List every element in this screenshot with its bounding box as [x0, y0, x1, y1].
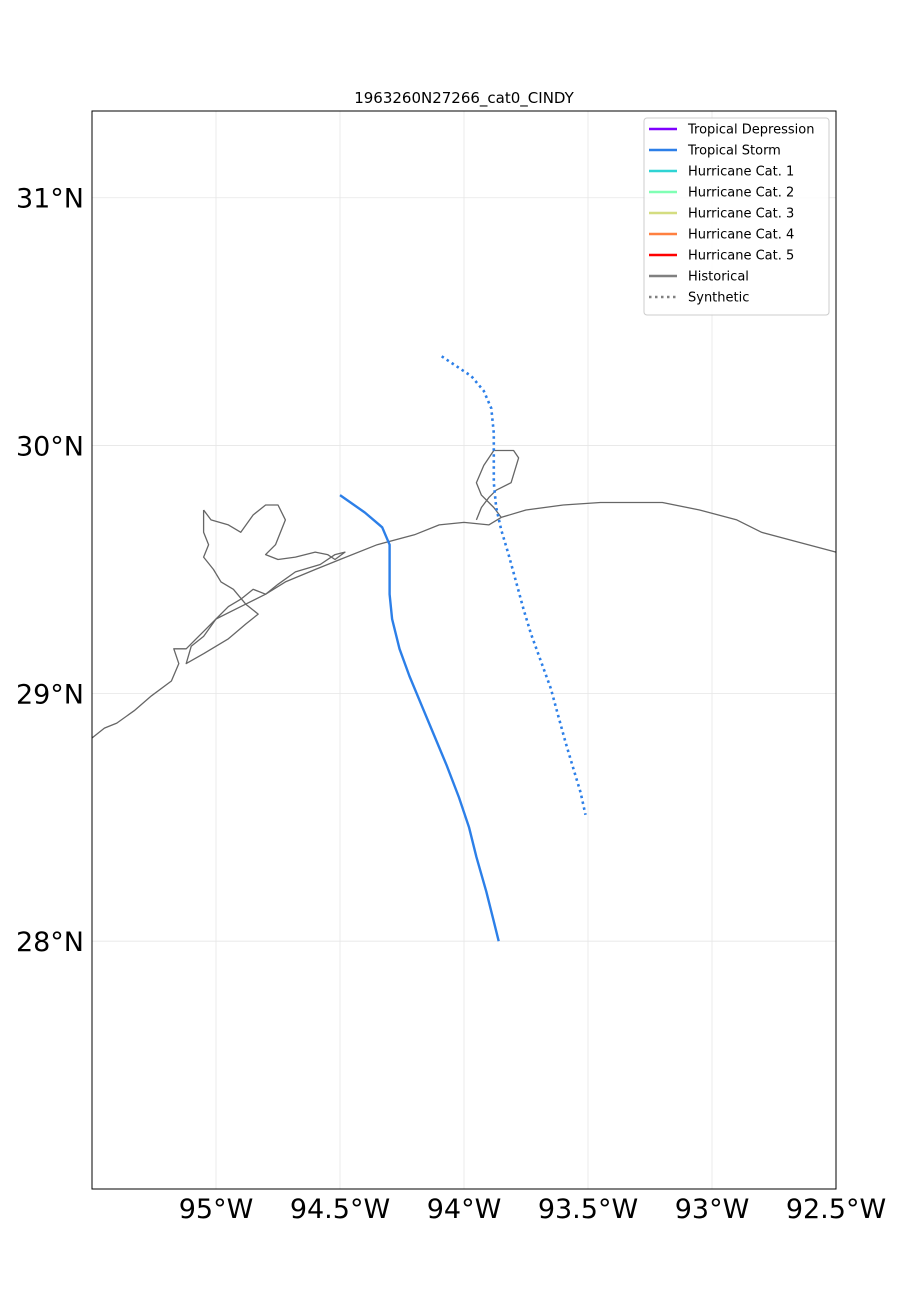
x-tick-label: 92.5°W [786, 1194, 886, 1225]
x-tick-label: 93°W [675, 1194, 750, 1225]
synthetic-track [440, 355, 587, 816]
x-tick-label: 95°W [179, 1194, 254, 1225]
legend: Tropical Depression Tropical Storm Hurrica… [643, 117, 830, 316]
chart-title: 1963260N27266_cat0_CINDY [354, 89, 574, 108]
legend-label: Hurricane Cat. 4 [688, 228, 794, 243]
y-tick-label: 29°N [16, 679, 84, 710]
plot-frame [91, 110, 837, 1190]
coastline-segment-1 [185, 504, 346, 665]
legend-label: Hurricane Cat. 3 [688, 207, 794, 222]
legend-label: Tropical Storm [687, 144, 781, 159]
y-axis-ticks: 28°N 29°N 30°N 31°N [16, 184, 84, 958]
legend-label: Hurricane Cat. 2 [688, 186, 794, 201]
coastline-segment-2 [475, 449, 520, 521]
y-tick-label: 30°N [16, 432, 84, 463]
coastline-segment-0 [91, 501, 837, 739]
coastline [91, 449, 837, 739]
legend-box [643, 117, 830, 316]
x-tick-label: 93.5°W [538, 1194, 638, 1225]
x-tick-label: 94°W [427, 1194, 502, 1225]
y-tick-label: 28°N [16, 927, 84, 958]
storm-tracks [339, 355, 587, 942]
x-axis-ticks: 95°W 94.5°W 94°W 93.5°W 93°W 92.5°W [179, 1194, 886, 1225]
legend-label: Hurricane Cat. 5 [688, 249, 794, 264]
legend-label: Historical [688, 270, 749, 285]
legend-label: Hurricane Cat. 1 [688, 165, 794, 180]
legend-label: Synthetic [688, 291, 749, 306]
historical-track [339, 494, 500, 942]
legend-label: Tropical Depression [687, 123, 814, 138]
y-tick-label: 31°N [16, 184, 84, 215]
x-tick-label: 94.5°W [290, 1194, 390, 1225]
